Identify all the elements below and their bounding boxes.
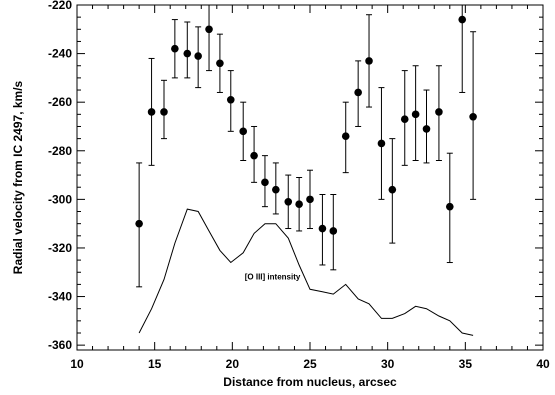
- y-tick-label: -220: [48, 0, 72, 12]
- data-point: [458, 15, 467, 24]
- y-tick-label: -320: [48, 241, 72, 255]
- data-point: [388, 185, 397, 194]
- y-tick-label: -240: [48, 47, 72, 61]
- data-point: [216, 59, 224, 68]
- y-tick-label: -280: [48, 144, 72, 158]
- x-tick-label: 35: [459, 357, 473, 371]
- y-tick-label: -300: [48, 192, 72, 206]
- data-point: [411, 110, 420, 119]
- data-point: [272, 185, 280, 194]
- x-tick-label: 20: [226, 357, 240, 371]
- data-point: [377, 139, 386, 148]
- oiii-intensity-line: [138, 208, 474, 336]
- y-axis-title: Radial velocity from IC 2497, km/s: [11, 80, 25, 274]
- data-point: [171, 44, 179, 53]
- data-point: [341, 132, 350, 140]
- data-point: [135, 219, 143, 228]
- data-point: [194, 52, 202, 60]
- x-tick-label: 40: [536, 357, 550, 371]
- data-point: [183, 49, 192, 58]
- data-point: [400, 115, 409, 123]
- data-point: [469, 112, 477, 121]
- oiii-intensity-series: [138, 208, 474, 336]
- data-point: [422, 125, 431, 133]
- y-tick-label: -360: [48, 338, 72, 352]
- x-tick-label: 15: [148, 357, 162, 371]
- data-point: [239, 127, 248, 136]
- data-point: [435, 108, 443, 116]
- data-point: [365, 57, 373, 65]
- data-point: [318, 224, 327, 233]
- data-point: [306, 195, 314, 204]
- data-point: [284, 197, 293, 206]
- data-point: [250, 151, 258, 160]
- plot-frame: [76, 4, 544, 351]
- data-point: [446, 202, 454, 211]
- data-point: [329, 227, 338, 235]
- oiii-annotation: [O III] intensity: [245, 273, 301, 282]
- tick-labels: 10 15 20 25 30 35 40 -360 -340 -320 -300 -280 -260 -2…: [48, 0, 550, 371]
- y-tick-label: -340: [48, 290, 72, 304]
- x-tick-label: 30: [381, 357, 395, 371]
- data-point: [160, 108, 168, 116]
- x-axis-title: Distance from nucleus, arcsec: [223, 375, 397, 389]
- x-tick-label: 25: [303, 357, 317, 371]
- data-point: [295, 200, 303, 209]
- velocity-series: [135, 5, 477, 288]
- y-tick-label: -260: [48, 95, 72, 109]
- data-point: [261, 178, 269, 187]
- x-tick-label: 10: [70, 357, 84, 371]
- data-point: [205, 25, 213, 34]
- data-point: [226, 95, 235, 104]
- data-point: [354, 88, 362, 97]
- data-point: [147, 108, 156, 116]
